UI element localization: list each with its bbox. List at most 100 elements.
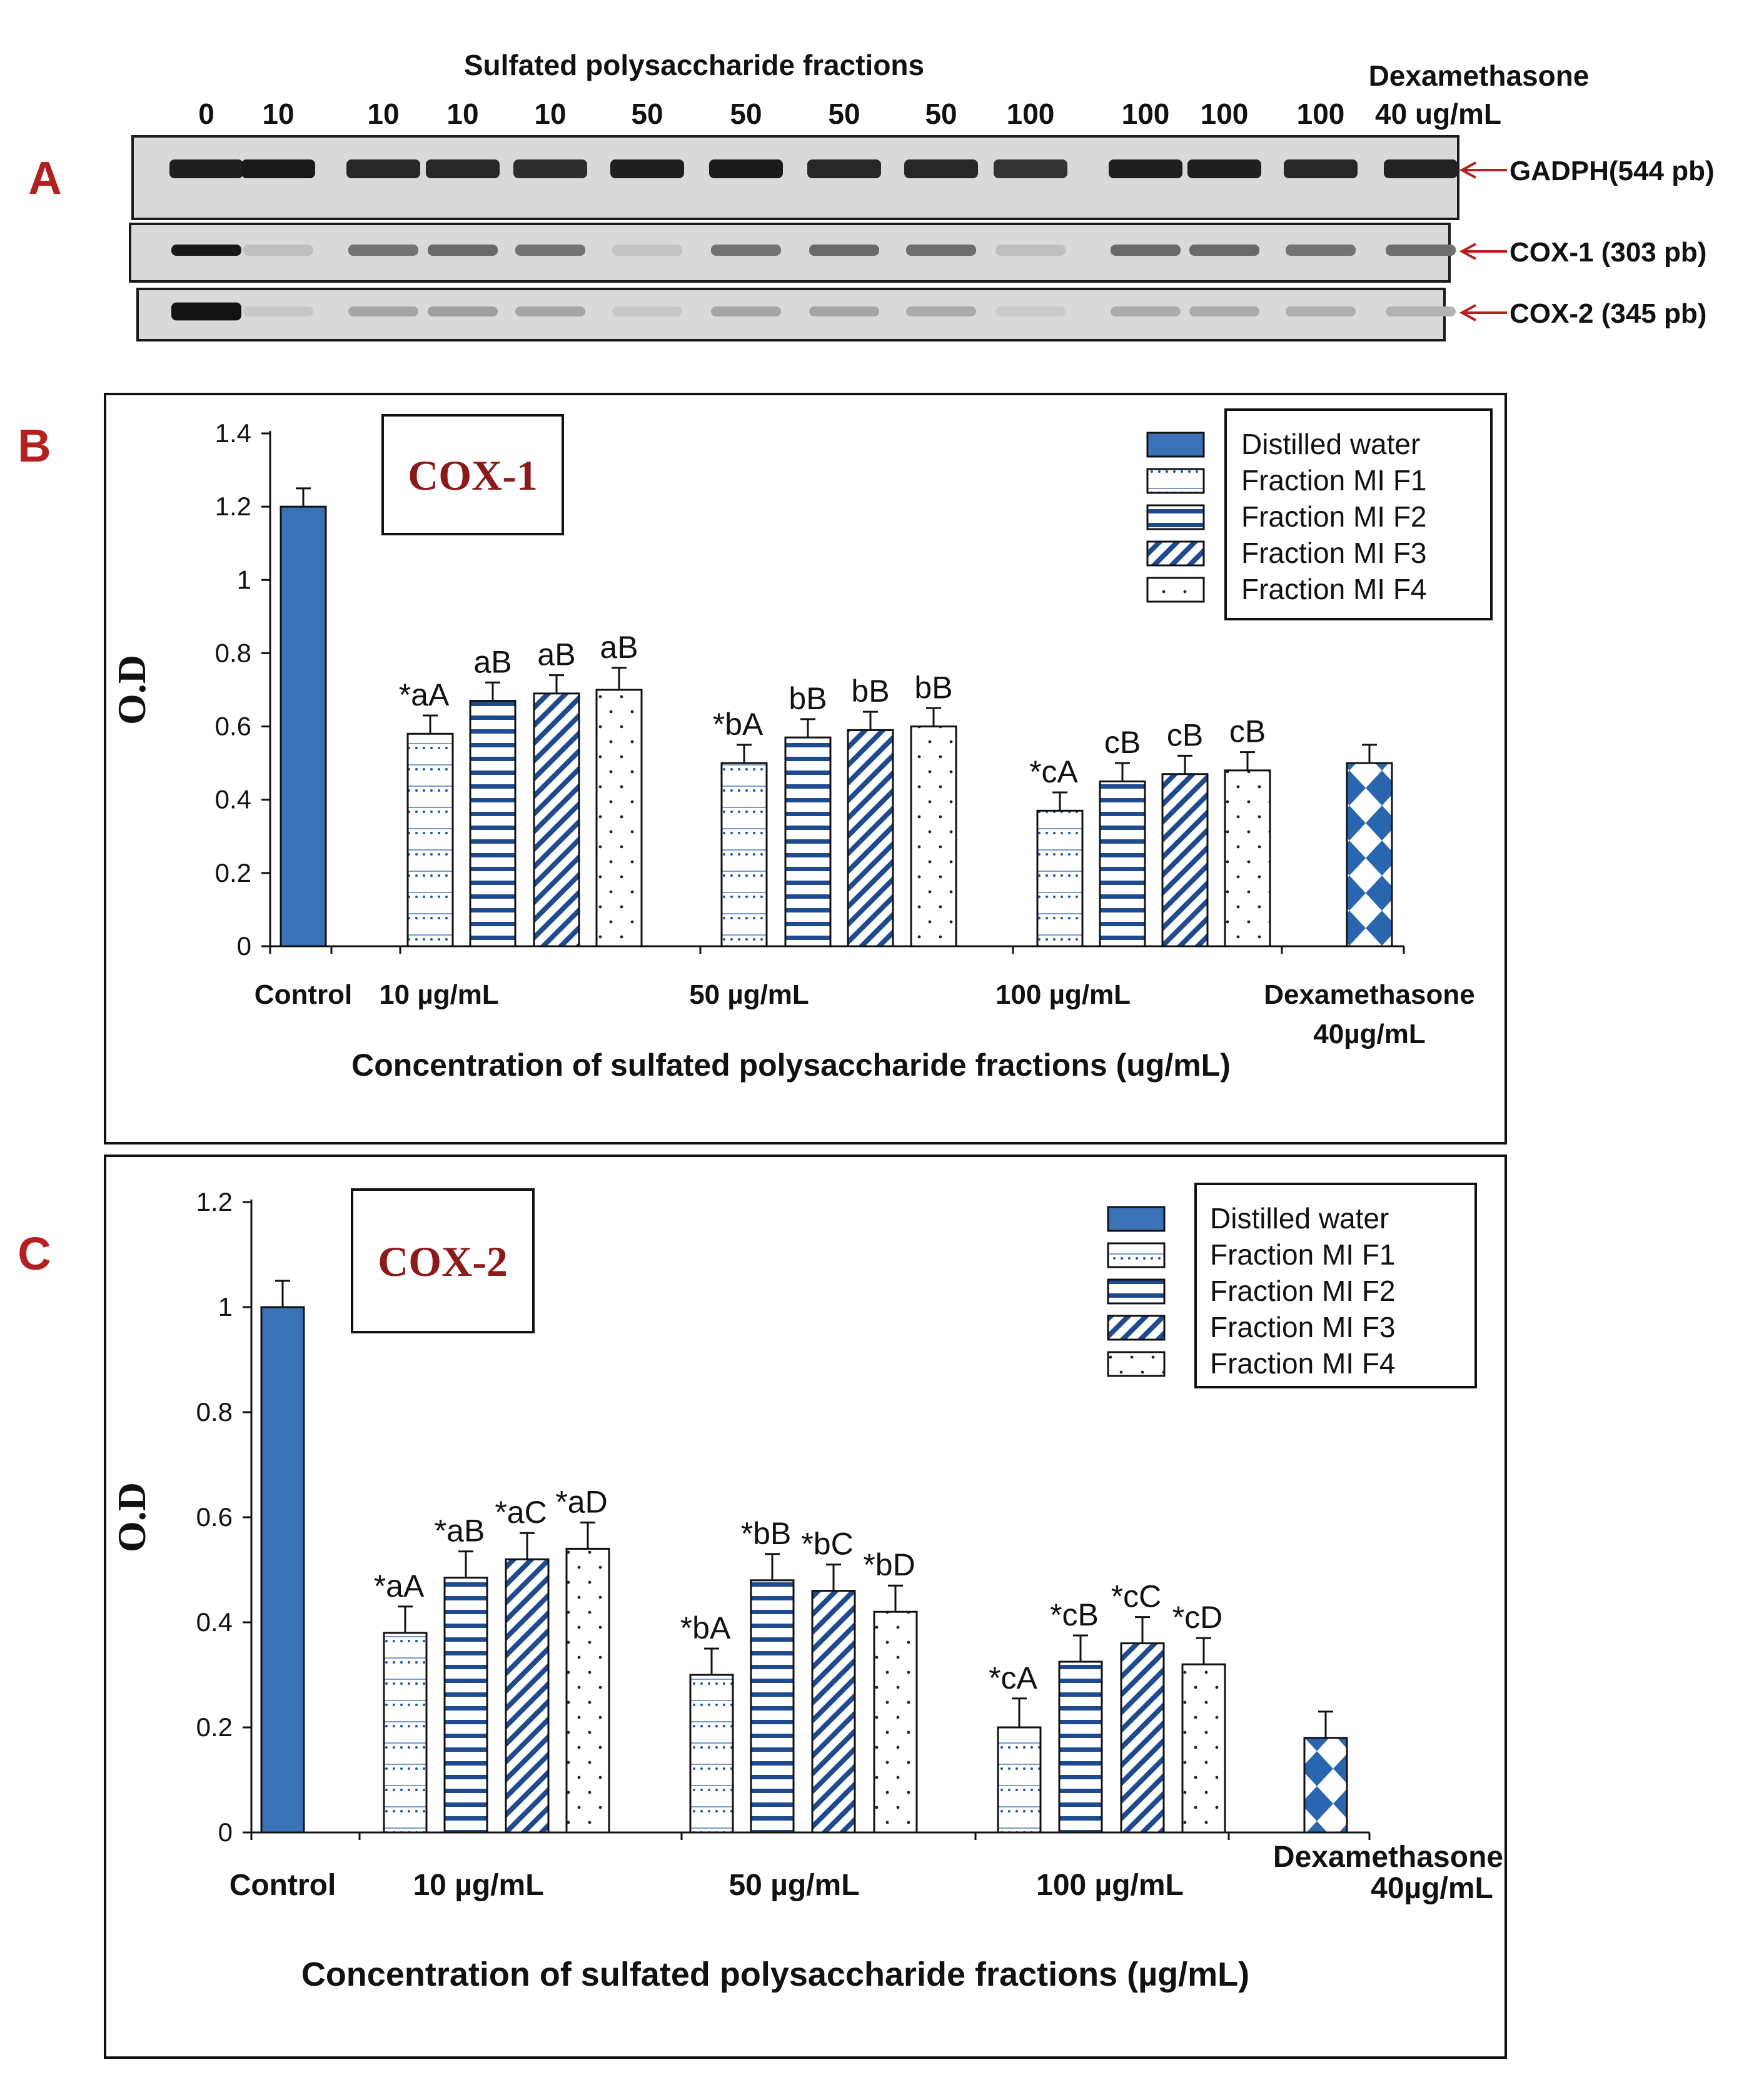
gel-arrow-head <box>1459 243 1476 260</box>
gel-band <box>1111 306 1181 316</box>
y-tick-label: 0.6 <box>215 712 251 741</box>
x-axis-label: Concentration of sulfated polysaccharide… <box>351 1048 1231 1083</box>
gel-band <box>995 245 1066 256</box>
legend-swatch <box>1107 1315 1166 1341</box>
legend-swatch <box>1107 1206 1166 1232</box>
legend-label: Fraction MI F2 <box>1210 1275 1396 1307</box>
gel-lane-label: 50 <box>925 98 957 130</box>
gel-band <box>995 306 1066 316</box>
gel-band <box>610 159 684 178</box>
legend-label: Fraction MI F3 <box>1210 1311 1396 1343</box>
gel-lane-label: 10 <box>262 98 294 130</box>
gel-arrow-head <box>1459 304 1476 321</box>
bar <box>260 1306 305 1834</box>
group-label: Dexamethasone <box>1273 1841 1503 1874</box>
bar <box>443 1577 488 1834</box>
gel-band <box>428 306 498 316</box>
gel-band <box>906 245 976 256</box>
y-tick-label: 1 <box>237 565 251 594</box>
bar-label: *aD <box>555 1484 607 1519</box>
gel-band <box>243 245 313 256</box>
gel-band <box>515 245 585 256</box>
legend-label: Fraction MI F2 <box>1241 500 1427 533</box>
gel-lane-label: 0 <box>198 98 214 130</box>
panel-b: B 0 0.2 0.4 0.6 0.8 1 1.2 1.4 O.D *aA aB aB aB *bA bB b… <box>18 393 1507 1145</box>
gel-band <box>1384 159 1458 178</box>
y-tick-label: 0.8 <box>196 1397 233 1427</box>
panel-b-frame <box>104 393 1507 1145</box>
bar-label: *cC <box>1111 1579 1162 1614</box>
bar <box>1120 1642 1165 1834</box>
legend-swatch <box>1146 577 1205 603</box>
gel-lane-label: 100 <box>1201 98 1249 130</box>
bar <box>1303 1737 1348 1834</box>
chart-title: COX-1 <box>408 452 538 499</box>
bar <box>533 692 580 948</box>
bar-label: *aC <box>495 1495 547 1530</box>
group-label: Dexamethasone <box>1264 979 1474 1010</box>
gel-band <box>711 306 781 316</box>
bar-label: cB <box>1104 725 1141 760</box>
gel-band <box>171 302 241 321</box>
gel-band <box>1286 306 1356 316</box>
gel-band <box>348 245 418 256</box>
gel-row-label: COX-2 (345 pb) <box>1509 298 1706 329</box>
gel-band <box>904 159 978 178</box>
gel-band <box>809 245 879 256</box>
gel-row-label: GADPH(544 pb) <box>1509 156 1715 186</box>
gel-lane-label: 50 <box>631 98 663 130</box>
panel-a-label: A <box>28 152 61 204</box>
bar-label: *bC <box>801 1527 853 1562</box>
bar <box>1161 773 1209 948</box>
gel-band <box>1284 159 1358 178</box>
bar <box>784 736 832 948</box>
bar <box>1099 780 1146 948</box>
gel-band <box>515 306 585 316</box>
bar-label: *aB <box>435 1513 485 1549</box>
title-box <box>351 1188 535 1333</box>
y-tick-label: 0.4 <box>215 785 251 814</box>
gel-band <box>1187 159 1261 178</box>
gel-band <box>428 245 498 256</box>
bar <box>689 1674 734 1834</box>
bar-label: *cD <box>1172 1600 1223 1635</box>
y-tick-label: 1.2 <box>215 492 251 521</box>
bar-label: aB <box>600 630 638 665</box>
panel-c-frame <box>104 1155 1507 2059</box>
gel-band <box>906 306 976 316</box>
gel-band <box>1189 245 1259 256</box>
legend-label: Fraction MI F3 <box>1241 537 1427 569</box>
bar-label: *bA <box>680 1610 731 1645</box>
bar <box>565 1547 610 1834</box>
panel-a: A Sulfated polysaccharide fractions Dexa… <box>28 49 1715 341</box>
bar-label: *bD <box>863 1547 915 1582</box>
panel-b-label: B <box>18 420 51 472</box>
legend-swatch <box>1146 468 1205 494</box>
gel-lane-label: 100 <box>1297 98 1345 130</box>
y-tick-label: 0.8 <box>215 638 251 667</box>
group-label: 100 µg/mL <box>995 979 1131 1010</box>
gel-band <box>1109 159 1182 178</box>
gel-band <box>169 159 243 178</box>
group-label: 40µg/mL <box>1371 1872 1493 1905</box>
bar-label: *bB <box>741 1516 792 1551</box>
bar <box>1224 769 1271 948</box>
group-label: 100 µg/mL <box>1036 1869 1184 1902</box>
bar <box>1036 809 1084 948</box>
y-axis-label: O.D <box>109 655 154 725</box>
gel-arrow-head <box>1459 161 1476 179</box>
y-tick-label: 0.2 <box>196 1712 233 1742</box>
cox2-chart: 0 0.2 0.4 0.6 0.8 1 1.2 O.D *aA *aB *aC *aD *bA *bB *b… <box>109 1183 1503 1993</box>
bar-label: bB <box>851 674 889 709</box>
gel-band <box>1189 306 1259 316</box>
bar <box>1346 762 1393 948</box>
bar <box>811 1590 856 1834</box>
legend-label: Fraction MI F1 <box>1241 464 1427 497</box>
gel-lane-label: 50 <box>730 98 762 130</box>
gel-band <box>241 159 315 178</box>
bar-label: cB <box>1229 714 1266 749</box>
bar <box>847 729 894 948</box>
bar-label: aB <box>537 637 575 672</box>
gel-band <box>243 306 313 316</box>
